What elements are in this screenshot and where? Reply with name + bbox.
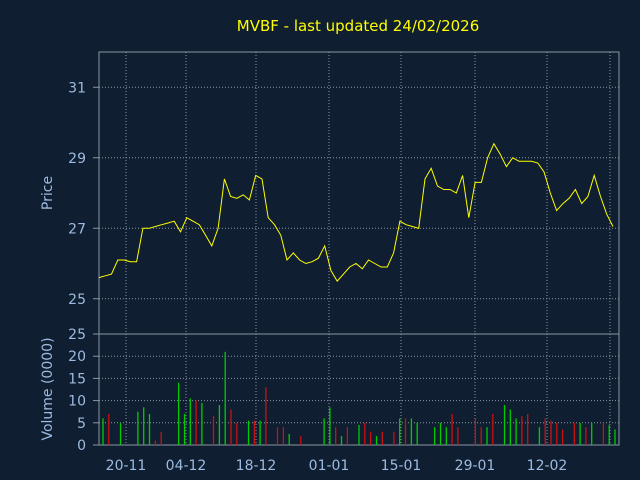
x-tick-label: 15-01 <box>381 458 422 474</box>
volume-y-ticks: 0 5 10 15 20 25 <box>68 327 99 454</box>
x-tick-label: 04-12 <box>166 458 207 474</box>
chart-title: MVBF - last updated 24/02/2026 <box>237 17 480 35</box>
x-tick-label: 20-11 <box>106 458 147 474</box>
price-y-ticks: 25 27 29 31 <box>68 80 99 308</box>
price-gridlines <box>99 52 619 334</box>
price-y-tick-label: 29 <box>68 151 86 167</box>
volume-y-tick-label: 10 <box>68 394 86 410</box>
price-axis-title: Price <box>40 176 56 210</box>
price-y-tick-label: 31 <box>68 80 86 96</box>
x-tick-label: 01-01 <box>309 458 350 474</box>
x-tick-label: 29-01 <box>455 458 496 474</box>
price-series <box>98 142 614 282</box>
x-tick-label: 18-12 <box>236 458 277 474</box>
price-y-tick-label: 25 <box>68 292 86 308</box>
volume-y-tick-label: 20 <box>68 349 86 365</box>
x-tick-label: 12-02 <box>527 458 568 474</box>
volume-axis-title: Volume (0000) <box>40 337 56 440</box>
price-line <box>98 142 614 282</box>
volume-y-tick-label: 0 <box>77 438 86 454</box>
volume-y-tick-label: 25 <box>68 327 86 343</box>
volume-y-tick-label: 15 <box>68 371 86 387</box>
price-panel-frame <box>98 51 620 335</box>
volume-y-tick-label: 5 <box>77 416 86 432</box>
price-y-tick-label: 27 <box>68 221 86 237</box>
volume-bars <box>102 351 616 445</box>
volume-gridlines <box>99 333 619 446</box>
x-ticks: 20-11 04-12 18-12 01-01 15-01 29-01 12-02 <box>106 458 568 474</box>
